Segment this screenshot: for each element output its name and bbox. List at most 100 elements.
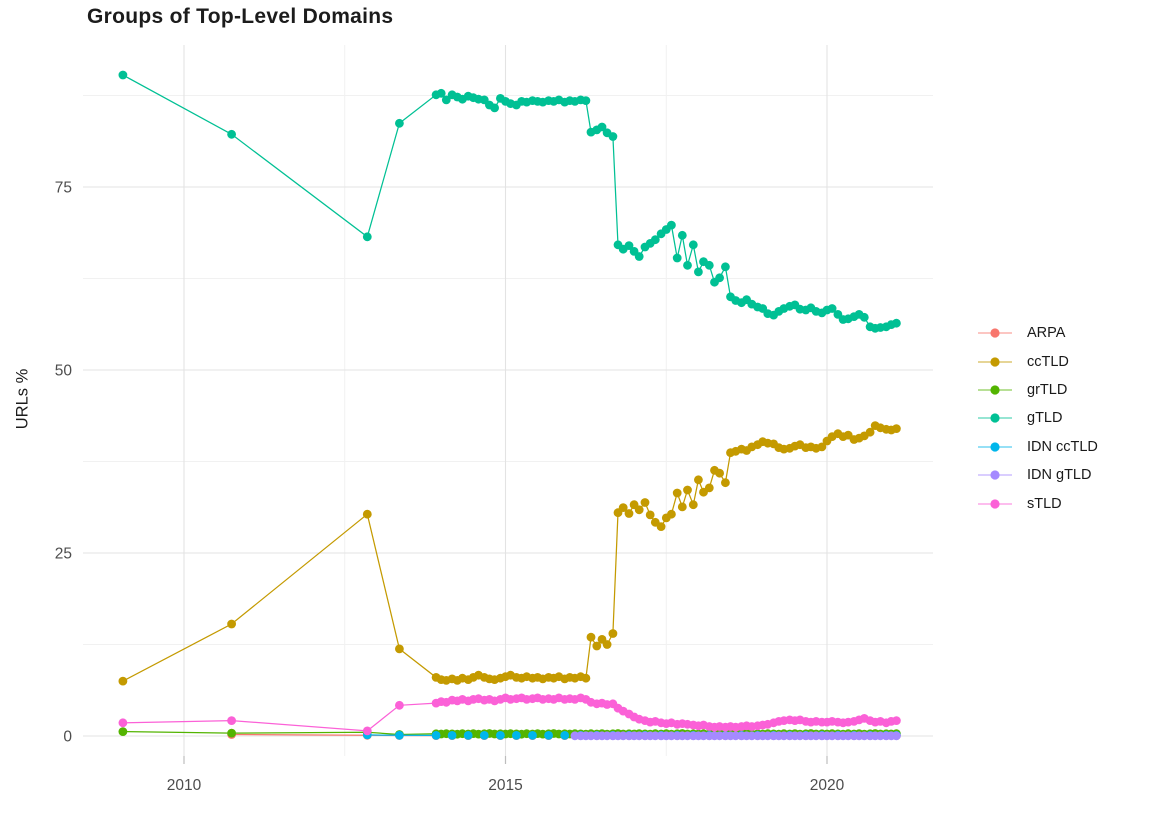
- series-gTLD-point: [624, 241, 634, 251]
- series-IDN-ccTLD-point: [528, 731, 537, 740]
- series-IDN-ccTLD-point: [512, 731, 521, 740]
- series-ccTLD-point: [817, 442, 827, 452]
- series-gTLD-point: [650, 235, 660, 245]
- legend-item-IDN-gTLD: IDN gTLD: [977, 461, 1098, 489]
- legend-label: ccTLD: [1027, 353, 1069, 370]
- legend-key-icon: [978, 356, 1012, 367]
- series-sTLD-point: [395, 700, 404, 710]
- series-gTLD-point: [859, 312, 869, 322]
- series-gTLD-point: [688, 240, 698, 250]
- series-IDN-gTLD-point: [892, 731, 901, 741]
- series-ccTLD-point: [721, 478, 730, 488]
- series-sTLD-point: [227, 716, 237, 725]
- series-gTLD-point: [490, 103, 499, 113]
- series-IDN-ccTLD-point: [447, 731, 457, 740]
- series-gTLD-point: [667, 220, 676, 230]
- series-grTLD-point: [227, 728, 237, 738]
- series-ccTLD-point: [656, 522, 666, 531]
- x-tick-label: 2015: [488, 777, 522, 794]
- series-sTLD-point: [892, 716, 901, 725]
- series-ccTLD-point: [118, 676, 128, 686]
- series-gTLD-point: [362, 232, 372, 242]
- y-tick-label: 0: [63, 729, 72, 746]
- legend-key-icon: [978, 470, 1012, 480]
- series-gTLD-point: [704, 260, 714, 270]
- series-gTLD-point: [715, 273, 724, 283]
- legend-key-icon: [978, 442, 1012, 452]
- legend-label: gTLD: [1027, 410, 1063, 427]
- series-ccTLD-point: [865, 427, 875, 437]
- series-gTLD-point: [608, 132, 618, 141]
- legend-item-grTLD: grTLD: [977, 376, 1098, 404]
- legend-label: sTLD: [1027, 495, 1062, 512]
- series-gTLD-point: [827, 304, 837, 313]
- series-IDN-ccTLD-point: [496, 731, 505, 740]
- series-ccTLD-point: [227, 619, 237, 629]
- series-ccTLD-point: [683, 485, 692, 495]
- series-ccTLD-point: [608, 629, 618, 638]
- series-grTLD-point: [118, 727, 128, 736]
- series-sTLD-point: [362, 726, 372, 736]
- series-ccTLD-point: [640, 498, 650, 507]
- series-sTLD-point: [118, 718, 128, 728]
- series-ccTLD-point: [634, 505, 644, 515]
- legend-key-icon: [978, 498, 1012, 509]
- series-ccTLD-point: [715, 468, 724, 478]
- series-ccTLD-point: [581, 673, 591, 683]
- series-gTLD-point: [597, 122, 607, 132]
- series-gTLD-point: [683, 260, 692, 270]
- y-tick-label: 75: [55, 180, 72, 197]
- legend: ARPA ccTLD grTLD gTLD IDN ccTLD IDN gTLD sTLD: [977, 319, 1098, 518]
- y-tick-label: 50: [55, 363, 73, 380]
- series-gTLD-point: [227, 129, 237, 139]
- series-ccTLD-point: [618, 503, 628, 512]
- series-gTLD-point: [721, 262, 730, 272]
- series-ccTLD-point: [704, 483, 714, 493]
- series-ccTLD-point: [892, 424, 901, 433]
- series-IDN-ccTLD-point: [463, 731, 473, 740]
- legend-key-icon: [978, 385, 1012, 395]
- legend-label: ARPA: [1027, 325, 1066, 342]
- series-gTLD-point: [694, 267, 703, 277]
- series-ccTLD-point: [645, 510, 655, 520]
- series-gTLD-point: [441, 95, 451, 105]
- legend-label: IDN ccTLD: [1027, 438, 1098, 455]
- legend-item-gTLD: gTLD: [977, 404, 1098, 432]
- series-gTLD-point: [395, 118, 404, 128]
- x-tick-label: 2020: [810, 777, 845, 794]
- series-ccTLD-point: [592, 641, 602, 651]
- legend-item-sTLD: sTLD: [977, 489, 1098, 517]
- series-gTLD-point: [672, 253, 682, 263]
- legend-label: grTLD: [1027, 381, 1068, 398]
- series-ccTLD-point: [672, 488, 682, 498]
- legend-label: IDN gTLD: [1027, 467, 1092, 484]
- series-gTLD-point: [581, 96, 591, 105]
- series-ccTLD-point: [694, 475, 703, 485]
- series-gTLD-point: [436, 88, 446, 98]
- series-gTLD-point: [892, 318, 901, 328]
- series-ccTLD-point: [624, 509, 634, 518]
- y-tick-label: 25: [55, 546, 72, 563]
- series-IDN-ccTLD-point: [479, 731, 489, 740]
- x-tick-label: 2010: [167, 777, 202, 794]
- legend-item-ARPA: ARPA: [977, 319, 1098, 347]
- series-ccTLD-point: [395, 644, 404, 654]
- series-ccTLD-point: [667, 509, 676, 519]
- series-gTLD-point: [634, 252, 644, 261]
- series-ccTLD-point: [602, 640, 612, 649]
- series-gTLD-point: [677, 230, 687, 240]
- series-IDN-ccTLD-point: [560, 731, 570, 740]
- series-IDN-ccTLD-point: [431, 731, 441, 740]
- series-gTLD-point: [118, 70, 128, 80]
- series-ccTLD-point: [677, 502, 687, 512]
- series-IDN-ccTLD-point: [395, 730, 404, 740]
- series-ccTLD-point: [586, 632, 596, 642]
- series-gTLD-line: [122, 74, 897, 329]
- series-ccTLD-point: [362, 509, 372, 519]
- series-IDN-ccTLD-point: [544, 731, 553, 740]
- legend-key-icon: [978, 328, 1012, 338]
- legend-item-ccTLD: ccTLD: [977, 347, 1098, 375]
- legend-item-IDN-ccTLD: IDN ccTLD: [977, 433, 1098, 461]
